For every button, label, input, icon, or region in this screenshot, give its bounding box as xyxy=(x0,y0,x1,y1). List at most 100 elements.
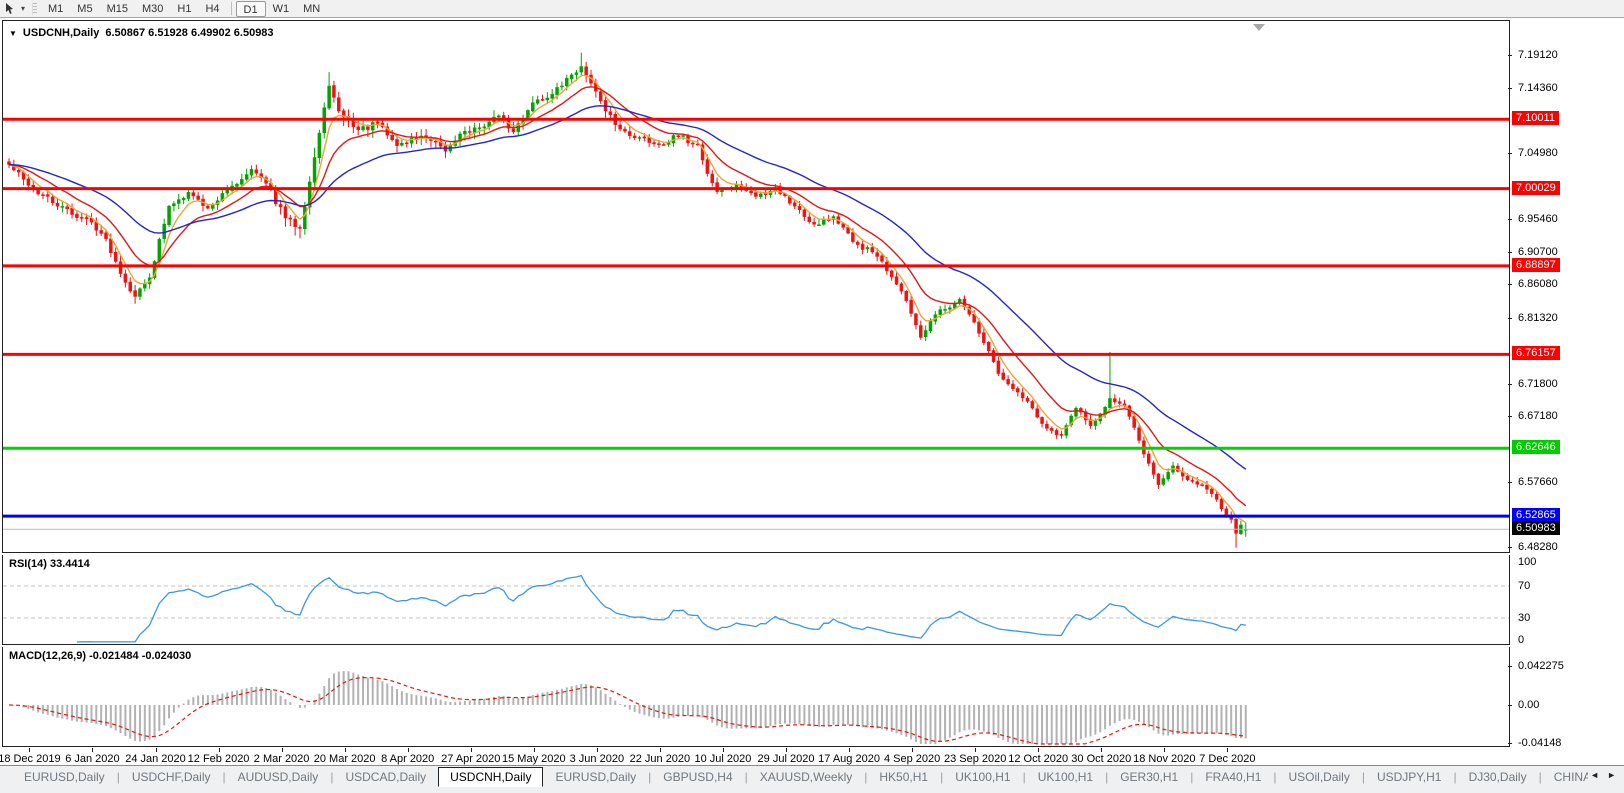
date-tick-label: 22 Jun 2020 xyxy=(629,753,691,765)
chart-tab-audusd-daily[interactable]: AUDUSD,Daily xyxy=(237,770,319,784)
chart-tab-eurusd-daily[interactable]: EURUSD,Daily xyxy=(555,770,637,784)
chart-tab-usdcnh-daily[interactable]: USDCNH,Daily xyxy=(438,767,544,787)
date-tick-mark xyxy=(849,748,851,752)
price-tick-label: 6.90700 xyxy=(1518,246,1558,259)
macd-label: MACD(12,26,9) -0.021484 -0.024030 xyxy=(9,650,191,662)
macd-signal-value: -0.024030 xyxy=(141,650,192,662)
date-tick-mark xyxy=(92,748,94,752)
date-tick-mark xyxy=(975,748,977,752)
date-tick-mark xyxy=(218,748,220,752)
rsi-line xyxy=(76,574,1246,643)
timeframe-button-m1[interactable]: M1 xyxy=(48,2,64,15)
price-tick-label: 6.57660 xyxy=(1518,475,1558,488)
cursor-icon[interactable] xyxy=(2,2,18,16)
tab-separator: | xyxy=(1105,770,1109,784)
macd-tick-label: 0.00 xyxy=(1518,699,1540,711)
chart-title-caret-icon[interactable]: ▼ xyxy=(9,28,17,38)
date-tick-label: 12 Feb 2020 xyxy=(187,753,250,765)
macd-tick-label: 0.042275 xyxy=(1518,660,1564,673)
chart-tab-usdjpy-h1[interactable]: USDJPY,H1 xyxy=(1376,770,1442,784)
price-level-chip-7.00029: 7.00029 xyxy=(1512,180,1560,195)
timeframe-button-m5[interactable]: M5 xyxy=(77,2,93,15)
chart-tab-usoil-daily[interactable]: USOil,Daily xyxy=(1288,770,1350,784)
tab-separator: | xyxy=(648,770,652,784)
date-tick-label: 30 Oct 2020 xyxy=(1071,753,1132,765)
rsi-pane[interactable]: RSI(14) 33.4414 xyxy=(2,555,1510,645)
price-chart-canvas[interactable] xyxy=(3,21,1509,552)
chart-tab-gbpusd-h4[interactable]: GBPUSD,H4 xyxy=(663,770,733,784)
macd-name: MACD(12,26,9) xyxy=(9,650,87,662)
tab-separator: | xyxy=(864,770,868,784)
rsi-canvas[interactable] xyxy=(3,555,1509,643)
tab-separator: | xyxy=(1361,770,1365,784)
date-tick-label: 10 Jul 2020 xyxy=(694,753,752,765)
chart-tab-fra40-h1[interactable]: FRA40,H1 xyxy=(1205,770,1262,784)
date-tick-label: 23 Sep 2020 xyxy=(943,753,1007,765)
price-tick-mark xyxy=(1508,317,1512,319)
rsi-tick-label: 0 xyxy=(1518,634,1525,646)
chart-tab-china300-h1[interactable]: CHINA300,H1 xyxy=(1553,770,1589,784)
price-level-chip-6.62646: 6.62646 xyxy=(1512,440,1560,455)
price-level-chip-6.52865: 6.52865 xyxy=(1512,508,1560,523)
price-tick-label: 6.95460 xyxy=(1518,213,1558,226)
tab-scroll-right-icon[interactable]: ► xyxy=(1607,770,1616,780)
chart-tab-hk50-h1[interactable]: HK50,H1 xyxy=(879,770,929,784)
price-pane[interactable]: ▼ USDCNH,Daily 6.50867 6.51928 6.49902 6… xyxy=(2,20,1510,553)
ohlc-readout: 6.50867 6.51928 6.49902 6.50983 xyxy=(105,27,274,39)
timeframe-button-d1[interactable]: D1 xyxy=(235,0,266,17)
date-tick-label: 8 Apr 2020 xyxy=(381,753,435,765)
date-tick-mark xyxy=(281,748,283,752)
date-tick-label: 20 Mar 2020 xyxy=(313,753,376,765)
date-tick-label: 4 Sep 2020 xyxy=(883,753,941,765)
date-tick-label: 17 Aug 2020 xyxy=(818,753,880,765)
chart-symbol-label: USDCNH,Daily xyxy=(22,27,100,39)
timeframe-button-w1[interactable]: W1 xyxy=(272,2,290,15)
timeframe-button-m30[interactable]: M30 xyxy=(141,2,164,15)
date-tick-mark xyxy=(407,748,409,752)
chart-tab-ger30-h1[interactable]: GER30,H1 xyxy=(1120,770,1179,784)
price-tick-mark xyxy=(1508,55,1512,56)
chart-tab-xauusd-weekly[interactable]: XAUUSD,Weekly xyxy=(759,770,853,784)
date-tick-mark xyxy=(1101,748,1103,752)
chart-tab-uk100-h1[interactable]: UK100,H1 xyxy=(1037,770,1094,784)
timeframe-toolbar: ▾ M1 M5 M15 M30 H1 H4 D1 W1 MN xyxy=(0,0,1624,18)
timeframe-button-h4[interactable]: H4 xyxy=(205,2,220,15)
timeframe-button-h1[interactable]: H1 xyxy=(177,2,192,15)
timeframe-button-m15[interactable]: M15 xyxy=(106,2,128,15)
price-tick-mark xyxy=(1508,481,1512,483)
macd-main-value: -0.021484 xyxy=(89,650,139,662)
rsi-name: RSI(14) xyxy=(9,558,47,570)
price-tick-mark xyxy=(1508,383,1512,385)
tab-separator: | xyxy=(1273,770,1277,784)
price-tick-label: 7.04980 xyxy=(1518,147,1558,160)
tab-separator: | xyxy=(744,770,748,784)
tab-separator: | xyxy=(1538,770,1542,784)
price-tick-mark xyxy=(1508,284,1512,286)
date-tick-mark xyxy=(29,748,31,752)
chart-tab-dj30-daily[interactable]: DJ30,Daily xyxy=(1468,770,1527,784)
price-tick-label: 6.67180 xyxy=(1518,409,1558,422)
chart-window: ▼ USDCNH,Daily 6.50867 6.51928 6.49902 6… xyxy=(0,18,1624,765)
chart-tab-eurusd-daily[interactable]: EURUSD,Daily xyxy=(24,770,105,784)
macd-canvas[interactable] xyxy=(3,647,1509,745)
tab-scroll-left-icon[interactable]: ◄ xyxy=(1590,770,1600,780)
tab-separator: | xyxy=(116,770,120,784)
chart-tab-uk100-h1[interactable]: UK100,H1 xyxy=(955,770,1011,784)
chart-tab-usdcad-daily[interactable]: USDCAD,Daily xyxy=(345,770,427,784)
timeframe-button-mn[interactable]: MN xyxy=(303,2,321,15)
tab-scroll-controls: ◄ ► xyxy=(1588,766,1624,780)
tab-separator: | xyxy=(1453,770,1457,784)
date-tick-mark xyxy=(470,748,472,752)
price-tick-label: 7.19120 xyxy=(1518,49,1558,61)
price-tick-mark xyxy=(1508,153,1512,155)
price-tick-mark xyxy=(1508,252,1512,254)
price-tick-mark xyxy=(1508,88,1512,90)
rsi-value: 33.4414 xyxy=(49,558,90,570)
date-tick-mark xyxy=(533,748,535,752)
date-tick-label: 29 Jul 2020 xyxy=(757,753,815,765)
date-axis: 18 Dec 2019 6 Jan 2020 24 Jan 2020 12 Feb 2… xyxy=(0,748,1512,767)
chart-tab-usdchf-daily[interactable]: USDCHF,Daily xyxy=(131,770,211,784)
date-tick-mark xyxy=(596,748,598,752)
macd-pane[interactable]: MACD(12,26,9) -0.021484 -0.024030 xyxy=(2,647,1510,747)
cursor-dropdown-caret[interactable]: ▾ xyxy=(20,4,25,13)
